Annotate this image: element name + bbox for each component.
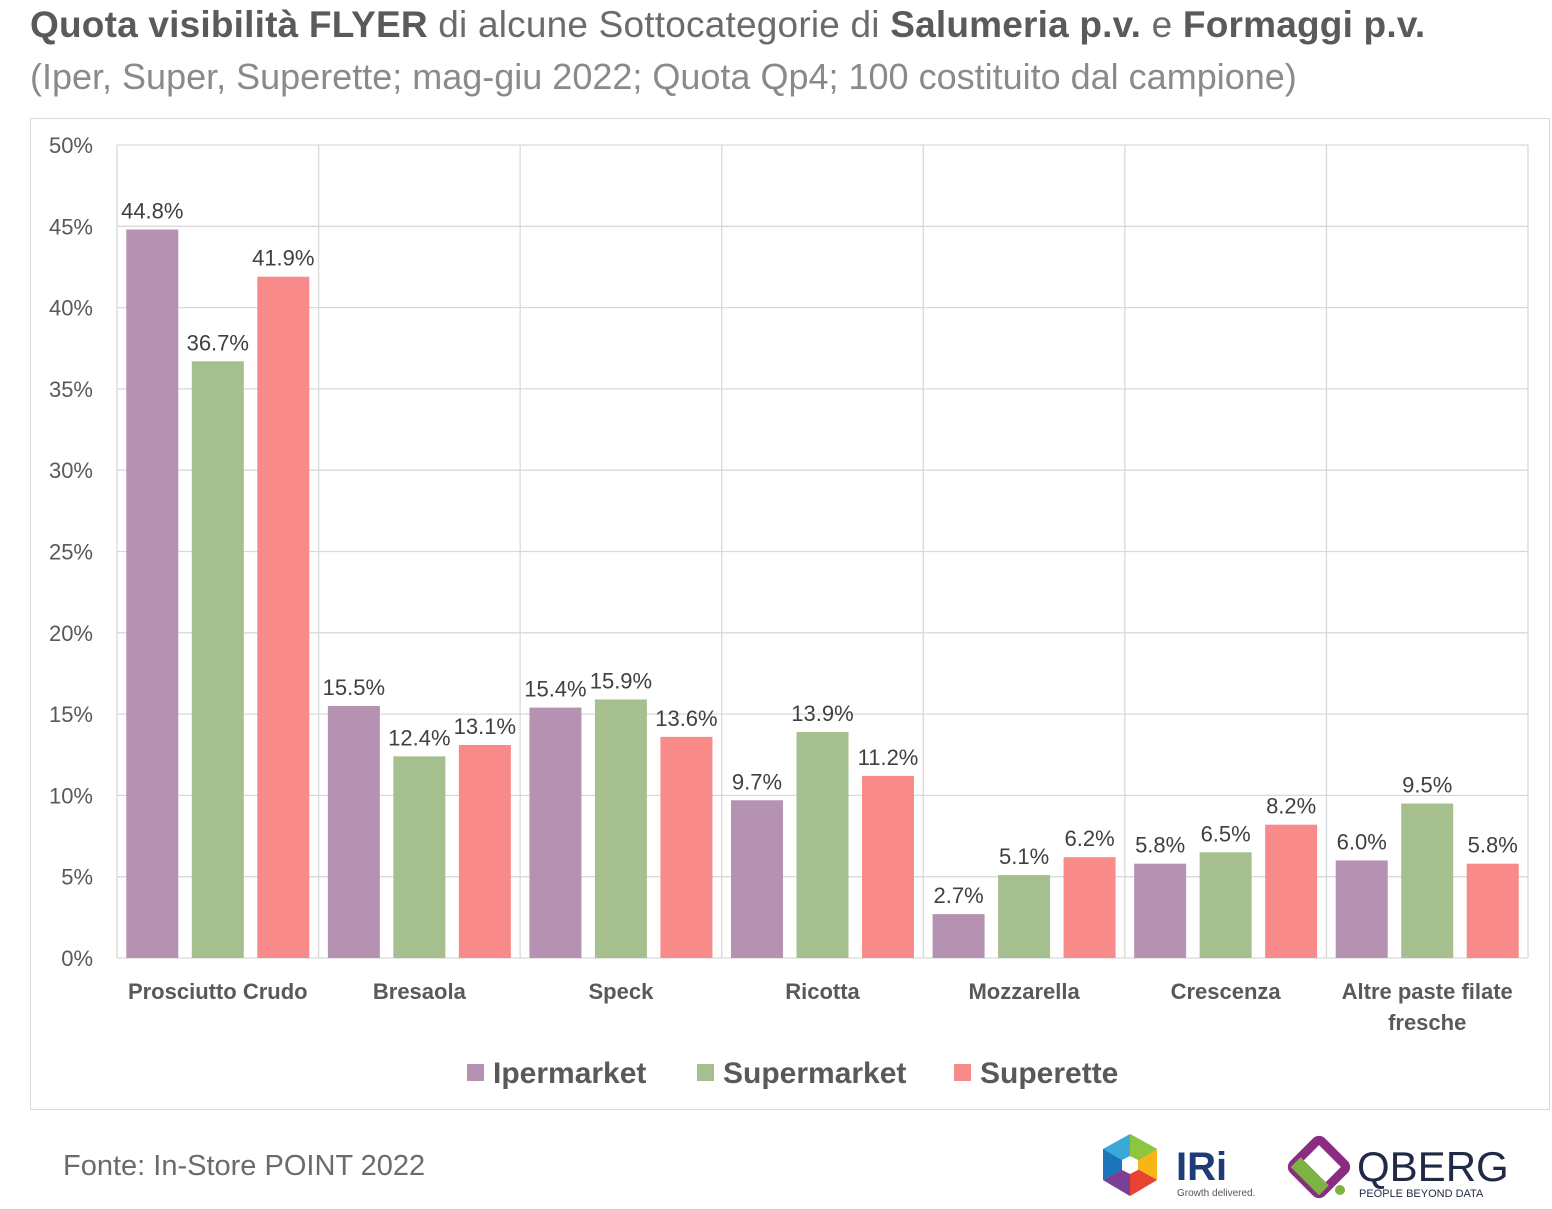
bar <box>1401 803 1454 958</box>
qberg-tagline: PEOPLE BEYOND DATA <box>1359 1188 1484 1200</box>
data-label: 36.7% <box>187 330 249 355</box>
y-tick-label: 30% <box>49 458 93 483</box>
x-tick-label: Bresaola <box>373 979 467 1004</box>
chart-area: 0% 5% 10% 15% 20% 25% 30% 35% 40% 45% 50% 44.8% 36.7… <box>30 118 1550 1110</box>
x-tick-label: Prosciutto Crudo <box>128 979 308 1004</box>
bar <box>998 875 1051 958</box>
data-label: 13.1% <box>454 714 516 739</box>
source-note: Fonte: In-Store POINT 2022 <box>63 1150 426 1182</box>
chart-title: Quota visibilità FLYER di alcune Sottoca… <box>30 4 1425 46</box>
legend-swatch <box>697 1064 714 1081</box>
x-tick-label: Crescenza <box>1171 979 1282 1004</box>
title-part: di alcune Sottocategorie di <box>427 4 891 45</box>
title-part: Quota visibilità FLYER <box>30 4 428 45</box>
x-tick-label: fresche <box>1388 1010 1466 1035</box>
data-label: 8.2% <box>1266 794 1316 819</box>
bar <box>327 705 380 958</box>
data-label: 11.2% <box>858 745 919 770</box>
bar <box>529 707 582 958</box>
data-label: 6.0% <box>1337 829 1387 854</box>
bar <box>862 775 914 958</box>
y-tick-label: 10% <box>49 783 93 808</box>
data-label: 15.5% <box>323 675 385 700</box>
data-label: 13.9% <box>791 701 853 726</box>
y-tick-label: 25% <box>49 540 93 565</box>
data-label: 15.9% <box>590 668 652 693</box>
bar <box>1466 863 1519 958</box>
data-label: 15.4% <box>524 677 586 702</box>
iri-logo: IRi Growth delivered. <box>1103 1134 1255 1199</box>
bar <box>393 756 446 958</box>
y-tick-label: 40% <box>49 296 93 321</box>
x-tick-label: Mozzarella <box>968 979 1080 1004</box>
legend-swatch <box>954 1064 971 1081</box>
legend-swatch <box>467 1064 484 1081</box>
legend-label: Ipermarket <box>493 1057 646 1090</box>
title-part: Salumeria p.v. <box>890 4 1142 45</box>
data-label: 2.7% <box>933 883 983 908</box>
legend-label: Superette <box>980 1057 1118 1090</box>
bar <box>594 699 647 958</box>
y-tick-label: 35% <box>49 377 93 402</box>
bar-chart: 0% 5% 10% 15% 20% 25% 30% 35% 40% 45% 50% 44.8% 36.7… <box>49 133 1529 1090</box>
iri-logo-text: IRi <box>1176 1145 1227 1189</box>
y-tick-label: 15% <box>49 702 93 727</box>
data-label: 9.7% <box>732 769 782 794</box>
y-tick-label: 45% <box>49 214 93 239</box>
data-label: 12.4% <box>388 725 450 750</box>
data-label: 44.8% <box>121 199 183 224</box>
data-label: 9.5% <box>1402 773 1452 798</box>
data-label: 5.8% <box>1468 833 1518 858</box>
bar <box>1134 863 1187 958</box>
bar <box>1335 860 1388 958</box>
bar <box>796 731 849 958</box>
bar <box>191 361 244 958</box>
bar <box>1063 857 1116 958</box>
data-label: 5.8% <box>1135 833 1185 858</box>
data-label: 13.6% <box>655 706 717 731</box>
bar <box>126 229 179 958</box>
bar <box>257 276 310 958</box>
title-part: Formaggi p.v. <box>1182 4 1426 45</box>
y-tick-label: 20% <box>49 621 93 646</box>
data-label: 6.5% <box>1201 821 1251 846</box>
x-tick-label: Altre paste filate <box>1342 979 1513 1004</box>
x-tick-label: Speck <box>589 979 655 1004</box>
bar <box>1265 824 1318 958</box>
bar <box>932 914 985 958</box>
title-part: e <box>1141 4 1183 45</box>
x-tick-label: Ricotta <box>785 979 860 1004</box>
y-tick-label: 0% <box>61 946 93 971</box>
qberg-logo: QBERG PEOPLE BEYOND DATA <box>1287 1135 1509 1200</box>
data-label: 5.1% <box>999 844 1049 869</box>
bar <box>731 800 783 958</box>
iri-tagline: Growth delivered. <box>1177 1188 1255 1199</box>
bar <box>660 736 713 958</box>
data-label: 6.2% <box>1064 826 1114 851</box>
y-tick-label: 5% <box>61 865 93 890</box>
data-label: 41.9% <box>252 246 314 271</box>
bar <box>1199 852 1252 958</box>
y-tick-label: 50% <box>49 133 93 158</box>
chart-subtitle: (Iper, Super, Superette; mag-giu 2022; Q… <box>30 56 1297 97</box>
qberg-logo-text: QBERG <box>1357 1143 1509 1190</box>
legend-label: Supermarket <box>723 1057 906 1090</box>
bar <box>458 744 511 958</box>
